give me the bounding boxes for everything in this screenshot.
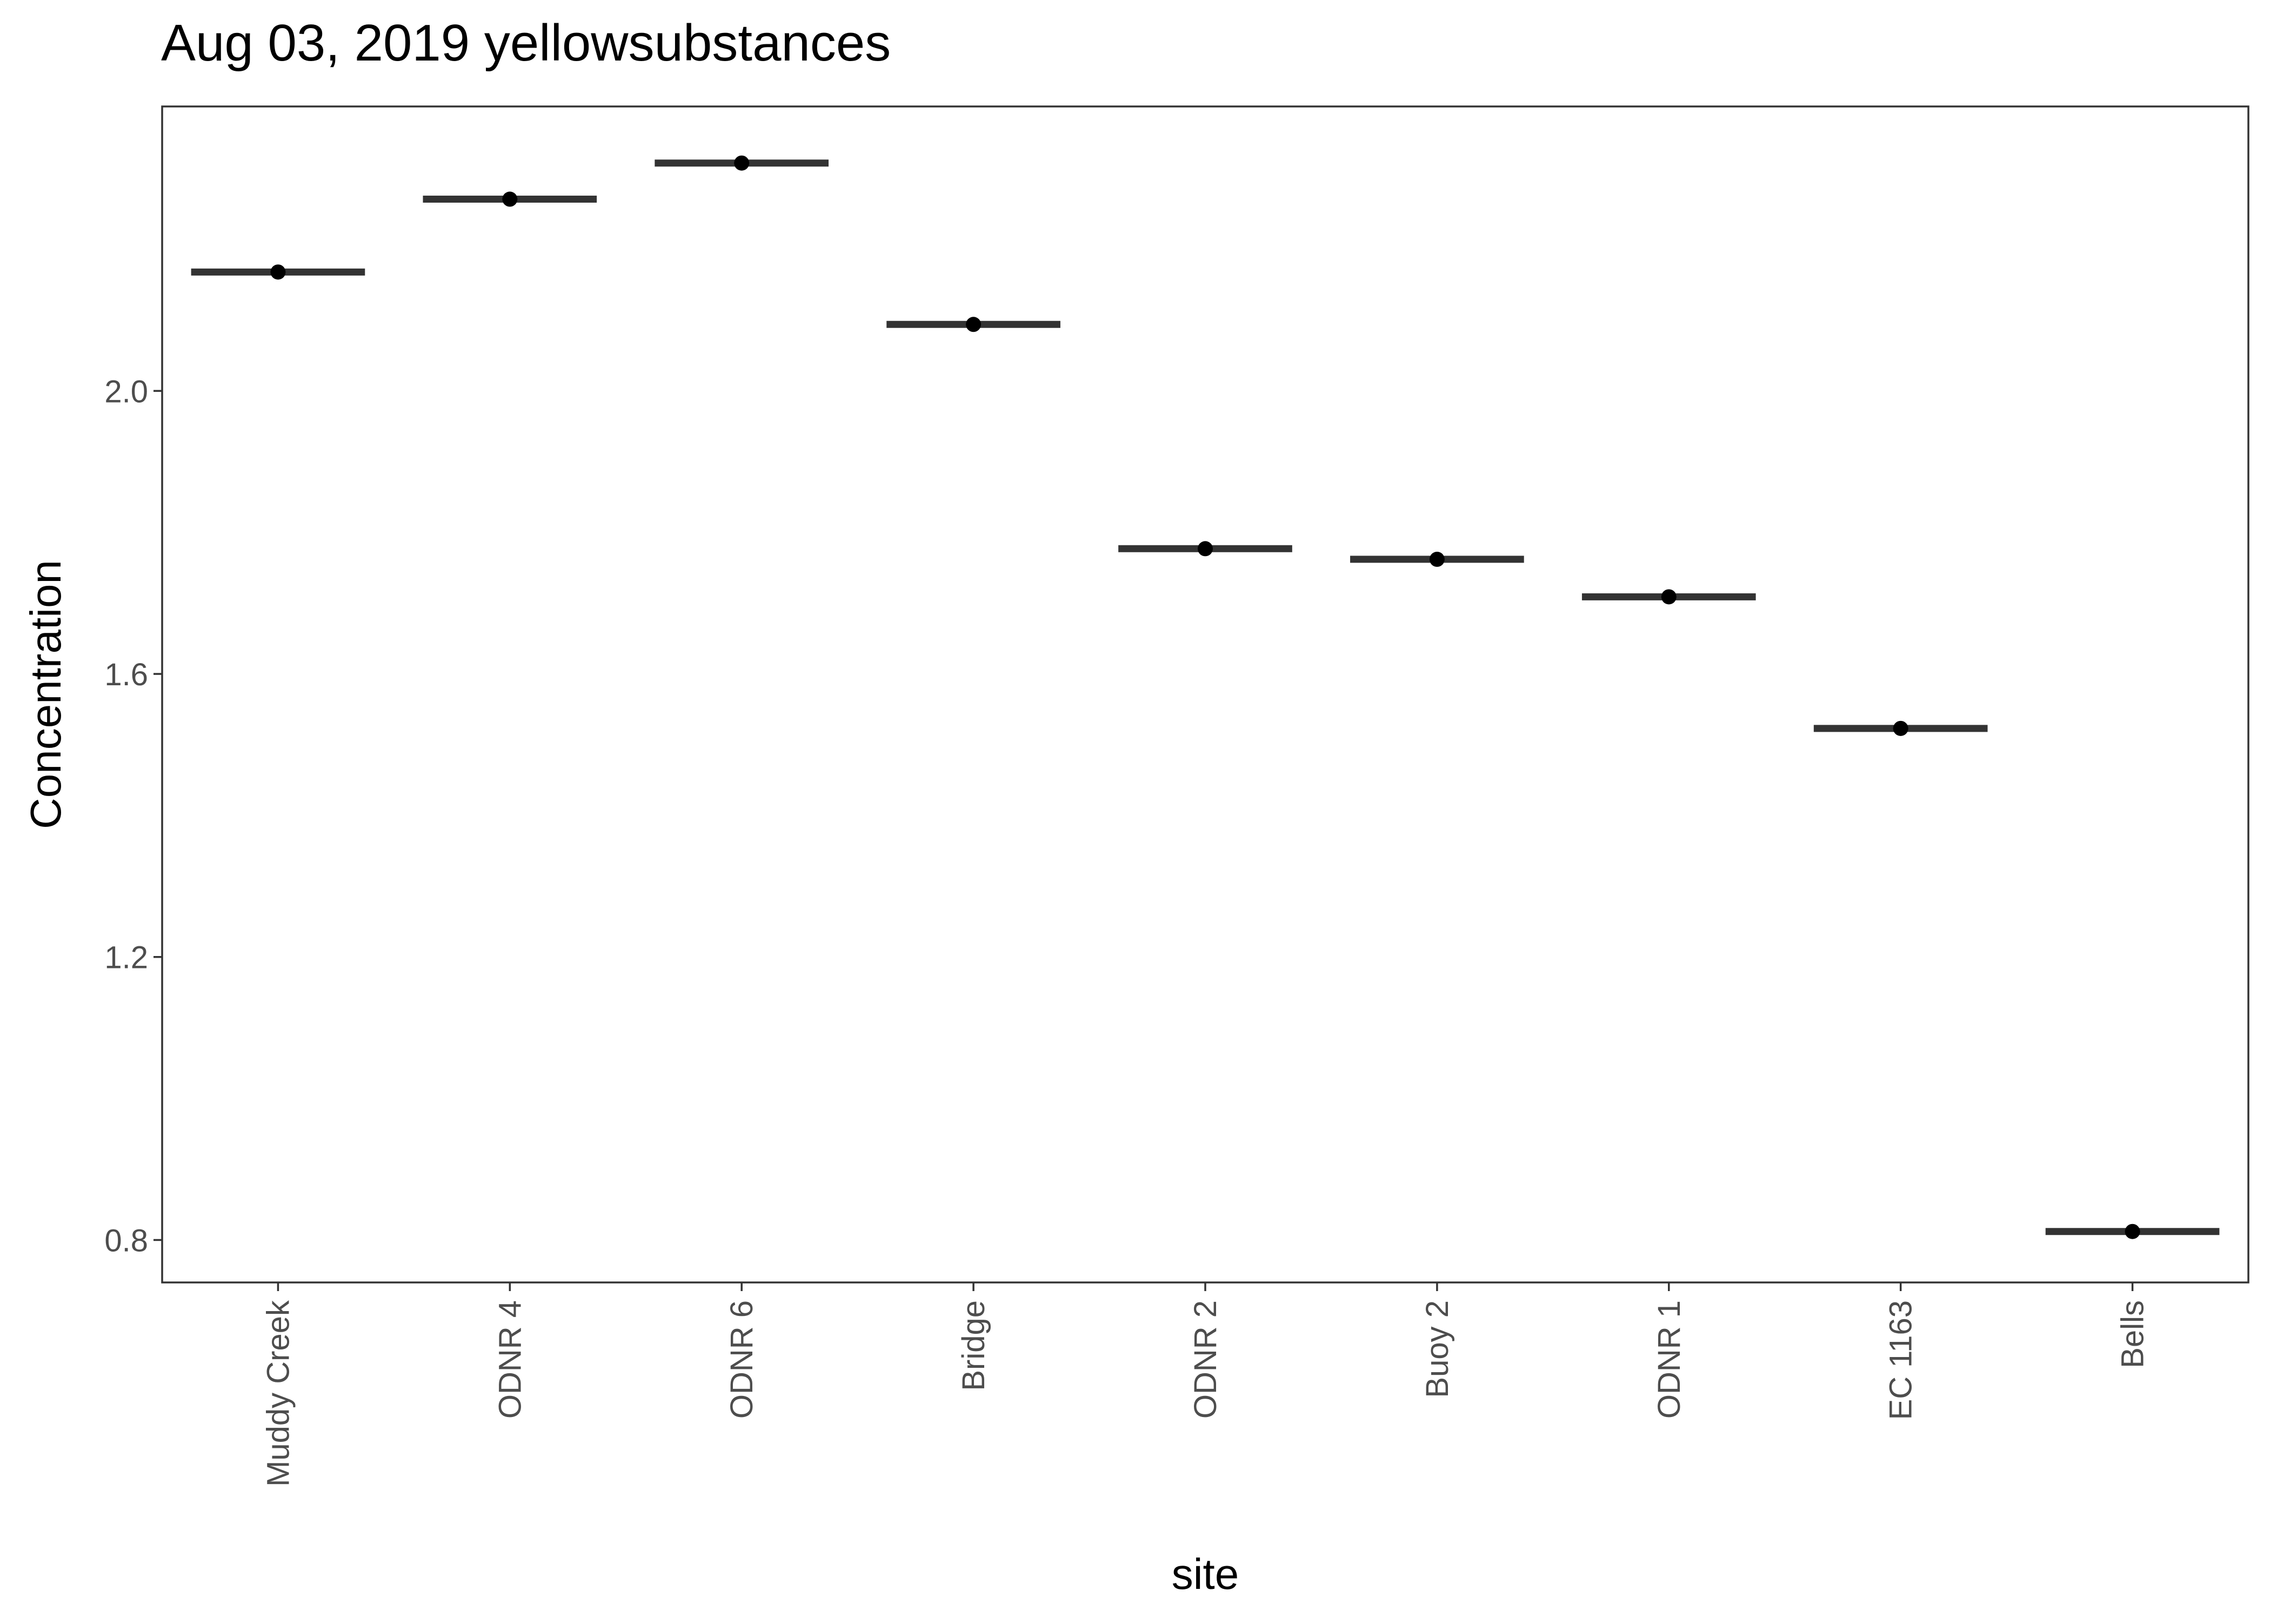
x-tick-label: ODNR 4 [492,1300,528,1419]
x-tick-label: Bridge [956,1300,991,1391]
x-axis-label: site [1172,1550,1239,1598]
y-axis-label: Concentration [22,560,70,829]
data-point [502,191,518,207]
data-point [734,155,750,171]
marks-layer [191,155,2220,1239]
y-tick-label: 2.0 [104,374,148,409]
y-tick-label: 0.8 [104,1223,148,1258]
y-axis: 0.8 1.2 1.6 2.0 [104,374,162,1258]
x-tick-label: ODNR 2 [1188,1300,1223,1419]
data-point [1198,541,1213,557]
y-tick-label: 1.6 [104,657,148,692]
data-point [1429,551,1445,567]
data-point [1893,720,1908,736]
chart-title: Aug 03, 2019 yellowsubstances [161,14,891,72]
y-tick-label: 1.2 [104,940,148,975]
data-point [2125,1224,2140,1239]
x-tick-label: EC 1163 [1884,1300,1919,1420]
data-point [1661,589,1677,605]
x-tick-label: Muddy Creek [261,1300,296,1487]
x-tick-label: ODNR 6 [724,1300,759,1419]
x-tick-label: Buoy 2 [1420,1300,1455,1398]
data-point [966,317,982,332]
x-axis: Muddy Creek ODNR 4 ODNR 6 Bridge ODNR 2 Buoy … [261,1282,2151,1487]
x-tick-label: Bells [2115,1300,2151,1368]
x-tick-label: ODNR 1 [1652,1300,1687,1419]
data-point [270,264,286,280]
